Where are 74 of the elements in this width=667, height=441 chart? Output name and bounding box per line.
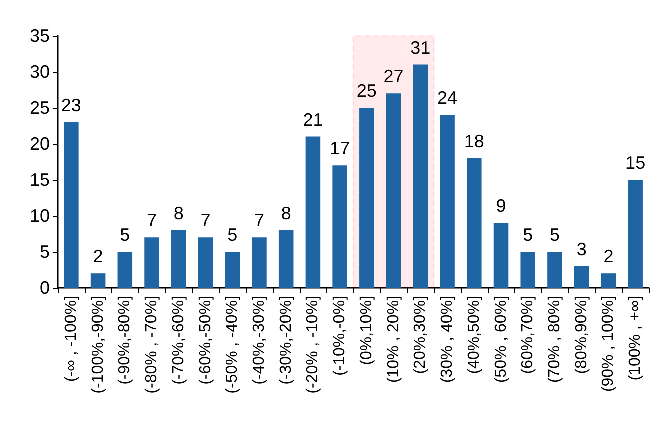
data-label: 2 xyxy=(93,246,104,267)
x-tick-label: (20%,30%] xyxy=(412,296,430,374)
x-tick-label: (0%,10%] xyxy=(358,296,376,366)
data-label: 9 xyxy=(496,196,506,216)
data-label: 8 xyxy=(281,203,292,224)
bar xyxy=(574,266,590,288)
data-label: 2 xyxy=(604,246,614,267)
data-label: 7 xyxy=(147,210,158,231)
x-tick-label: (50% , 60%] xyxy=(492,296,510,384)
data-label: 17 xyxy=(330,138,350,159)
bar xyxy=(520,252,536,288)
data-label: 5 xyxy=(523,225,534,245)
data-label: 25 xyxy=(356,81,377,101)
x-tick-label: (-50% , -40%] xyxy=(224,296,242,394)
data-label: 5 xyxy=(550,225,560,245)
bar xyxy=(413,64,428,288)
y-tick-label: 0 xyxy=(40,278,50,298)
bar xyxy=(64,122,79,288)
y-tick-label: 5 xyxy=(40,242,50,262)
x-tick-label: (100% , +∞] xyxy=(627,296,644,381)
bar xyxy=(360,108,374,288)
data-label: 15 xyxy=(626,153,646,173)
bar xyxy=(440,115,455,288)
data-label: 5 xyxy=(120,225,130,245)
bar xyxy=(494,223,509,288)
data-label: 7 xyxy=(200,210,211,231)
x-tick-label: (-70%,-60%] xyxy=(170,296,188,385)
x-tick-label: (60%,70%] xyxy=(520,296,537,374)
bar xyxy=(628,180,643,288)
data-label: 18 xyxy=(464,131,484,152)
x-tick-label: (-90%,-80%] xyxy=(116,296,134,385)
y-tick-label: 30 xyxy=(30,62,50,82)
bar xyxy=(172,230,186,288)
y-tick-label: 20 xyxy=(30,134,50,154)
bar xyxy=(144,238,160,288)
bar xyxy=(118,252,133,288)
y-tick-label: 25 xyxy=(30,98,50,118)
x-tick-label: (-20% , -10%] xyxy=(304,296,322,394)
bar xyxy=(601,274,616,288)
data-label: 31 xyxy=(410,38,431,58)
bar xyxy=(386,94,402,288)
x-tick-label: (-100%,-90%] xyxy=(90,296,107,394)
x-tick-label: (40%,50%] xyxy=(466,296,483,374)
bar xyxy=(252,238,267,288)
data-label: 5 xyxy=(228,225,238,245)
x-tick-label: (-80% , -70%] xyxy=(144,296,161,394)
x-tick-label: (-10%,-0%] xyxy=(332,296,349,376)
x-tick-label: (-30%,-20%] xyxy=(278,296,295,385)
y-tick-label: 35 xyxy=(30,26,50,46)
data-label: 7 xyxy=(254,210,264,231)
x-tick-label: (-60%,-50%] xyxy=(197,296,214,385)
y-tick-label: 15 xyxy=(30,170,50,190)
bar xyxy=(198,238,214,288)
x-tick-label: (10% , 20%] xyxy=(385,296,402,384)
bar xyxy=(467,158,482,288)
bar xyxy=(548,252,562,288)
data-label: 27 xyxy=(384,66,404,87)
bar xyxy=(225,252,240,288)
bar xyxy=(278,230,294,288)
bar xyxy=(332,166,348,288)
data-label: 3 xyxy=(576,239,587,260)
x-tick-label: (30% , 40%] xyxy=(439,296,456,384)
x-tick-label: (80%,90%] xyxy=(573,296,590,374)
data-label: 23 xyxy=(61,95,82,116)
bar xyxy=(90,274,106,288)
x-tick-label: (90% , 100%] xyxy=(600,296,618,392)
x-tick-label: (-∞ , -100%] xyxy=(62,296,80,382)
x-tick-label: (-40%,-30%] xyxy=(250,296,268,385)
data-label: 24 xyxy=(438,88,458,108)
data-label: 21 xyxy=(303,110,324,130)
x-tick-label: (70% , 80%] xyxy=(546,296,564,384)
y-tick-label: 10 xyxy=(30,206,50,226)
bar xyxy=(306,136,321,288)
data-label: 8 xyxy=(174,203,184,224)
